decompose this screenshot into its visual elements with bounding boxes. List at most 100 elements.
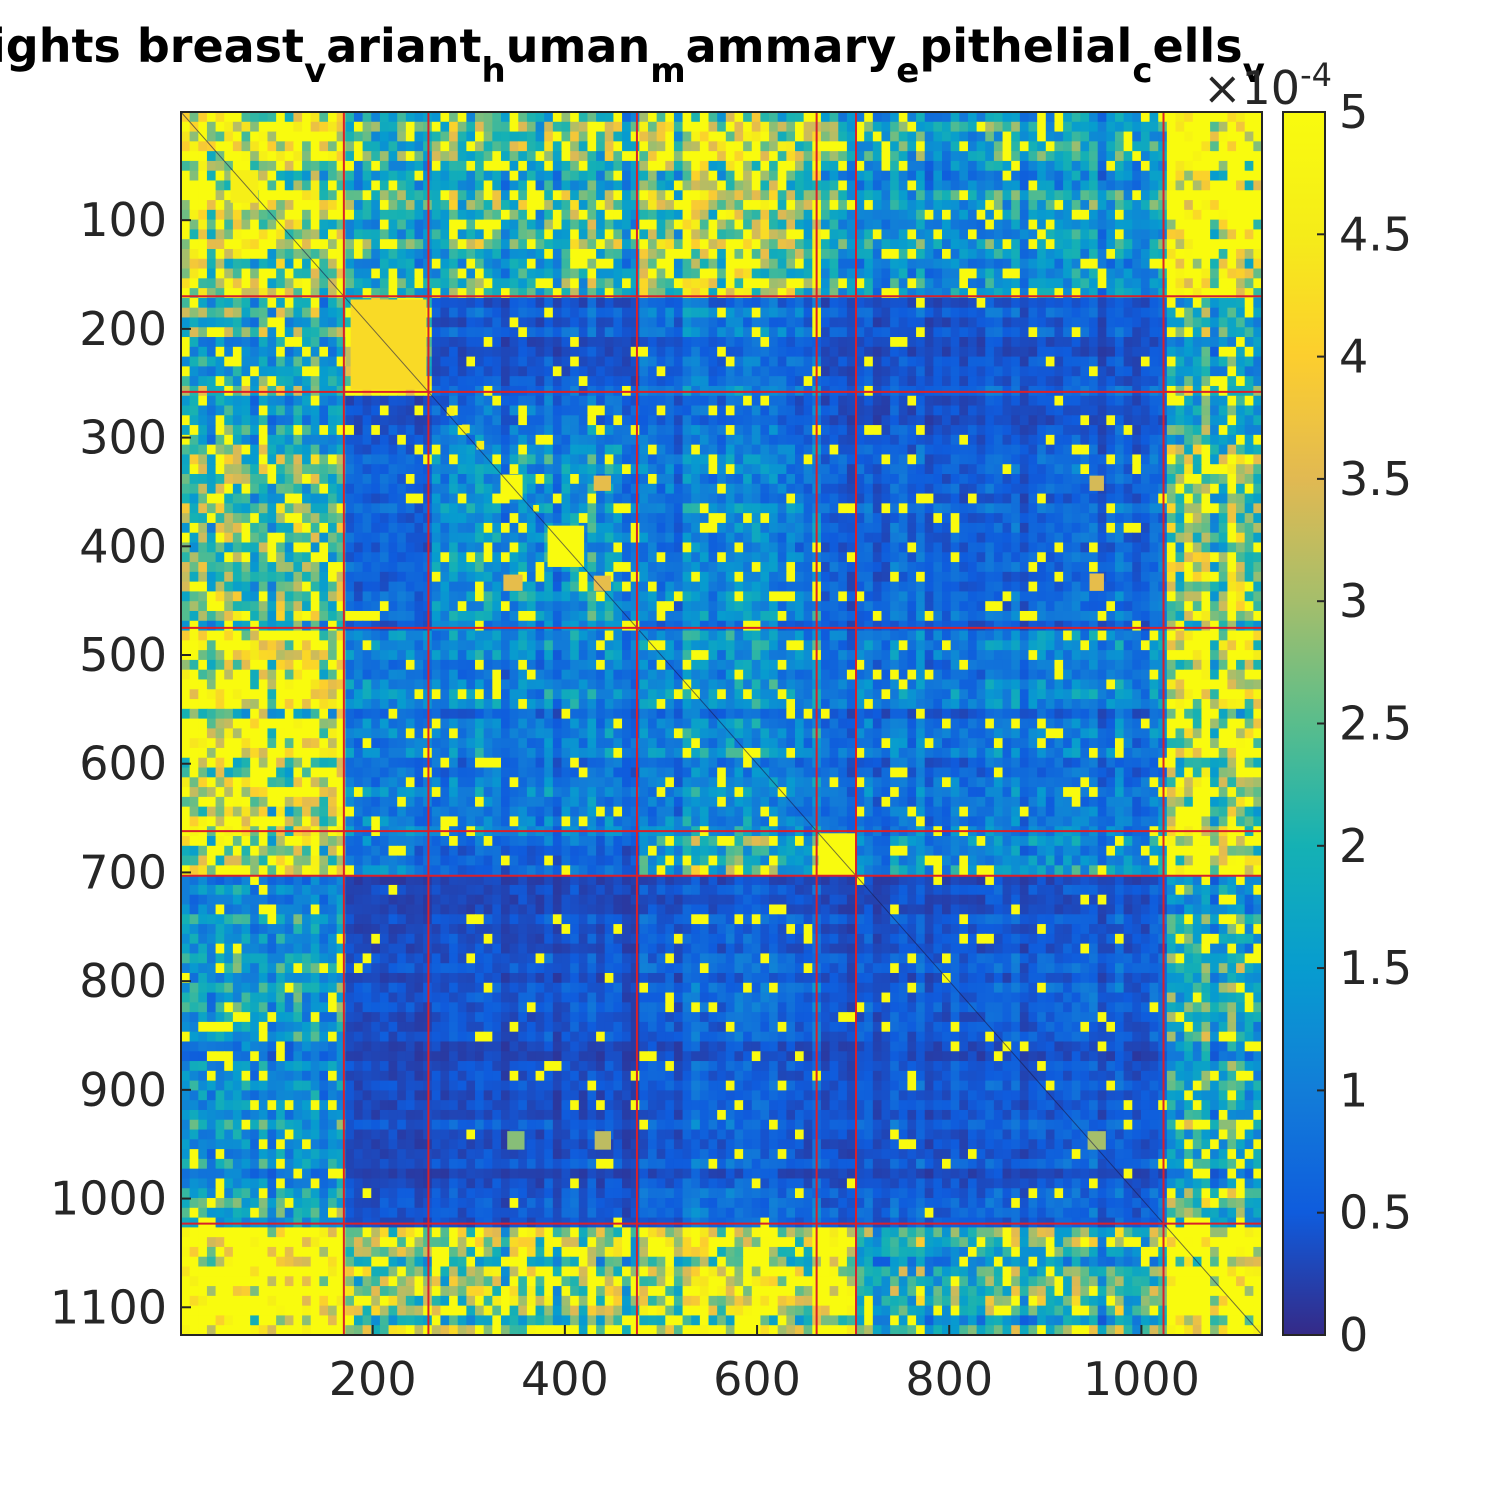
heatmap-cell	[302, 444, 312, 456]
heatmap-cell	[1236, 258, 1246, 270]
heatmap-cell	[1123, 219, 1133, 230]
heatmap-cell	[1184, 160, 1194, 172]
heatmap-cell	[328, 405, 338, 416]
heatmap-cell	[284, 454, 295, 465]
heatmap-cell	[526, 190, 537, 201]
heatmap-cell	[1192, 395, 1203, 407]
heatmap-cell	[777, 346, 787, 358]
heatmap-cell	[561, 415, 571, 426]
heatmap-cell	[734, 493, 744, 504]
heatmap-cell	[725, 268, 736, 279]
heatmap-cell	[1218, 346, 1229, 358]
heatmap-cell	[993, 141, 1004, 152]
heatmap-cell	[1210, 474, 1220, 485]
heatmap-cell	[181, 200, 191, 211]
heatmap-cell	[1097, 170, 1107, 182]
heatmap-cell	[665, 425, 675, 436]
heatmap-cell	[284, 141, 295, 152]
heatmap-cell	[250, 356, 260, 367]
heatmap-cell	[1175, 464, 1185, 475]
heatmap-cell	[1175, 258, 1185, 270]
heatmap-cell	[181, 278, 191, 289]
heatmap-cell	[838, 160, 848, 172]
heatmap-cell	[457, 395, 467, 407]
heatmap-cell	[959, 346, 969, 358]
heatmap-cell	[1218, 200, 1229, 211]
heatmap-cell	[483, 356, 493, 367]
heatmap-cell	[535, 434, 545, 446]
heatmap-cell	[1227, 444, 1237, 456]
heatmap-cell	[276, 141, 286, 152]
heatmap-cell	[604, 434, 614, 446]
heatmap-cell	[708, 395, 718, 407]
heatmap-cell	[466, 121, 476, 133]
heatmap-cell	[431, 209, 442, 221]
heatmap-cell	[414, 405, 424, 416]
heatmap-cell	[1210, 415, 1220, 426]
heatmap-cell	[1140, 209, 1151, 221]
heatmap-cell	[319, 200, 329, 211]
heatmap-cell	[1236, 209, 1246, 221]
heatmap-cell	[803, 337, 813, 348]
heatmap-cell	[561, 483, 571, 495]
heatmap-cell	[371, 160, 381, 172]
heatmap-cell	[1201, 141, 1211, 152]
heatmap-cell	[293, 268, 303, 279]
heatmap-cell	[224, 288, 234, 299]
heatmap-cell	[570, 141, 580, 152]
heatmap-cell	[890, 209, 900, 221]
heatmap-cell	[1019, 405, 1030, 416]
heatmap-cell	[552, 376, 563, 387]
heatmap-cell	[855, 395, 865, 407]
heatmap-cell	[777, 454, 787, 465]
heatmap-cell	[293, 425, 303, 436]
heatmap-cell	[864, 239, 874, 250]
heatmap-cell	[1201, 415, 1211, 426]
heatmap-cell	[328, 190, 338, 201]
heatmap-cell	[1045, 483, 1056, 495]
heatmap-cell	[526, 493, 537, 504]
heatmap-cell	[967, 180, 978, 191]
heatmap-cell	[457, 376, 467, 387]
heatmap-cell	[881, 131, 891, 142]
heatmap-cell	[846, 493, 857, 504]
heatmap-cell	[1019, 239, 1030, 250]
heatmap-cell	[1132, 239, 1142, 250]
heatmap-cell	[950, 112, 960, 123]
heatmap-cell	[890, 425, 900, 436]
heatmap-cell	[500, 454, 511, 465]
heatmap-cell	[1089, 493, 1099, 504]
heatmap-cell	[881, 170, 891, 182]
heatmap-cell	[1236, 151, 1246, 162]
heatmap-cell	[1054, 151, 1064, 162]
heatmap-cell	[803, 219, 813, 230]
heatmap-cell	[604, 180, 614, 191]
heatmap-cell	[587, 131, 597, 142]
heatmap-cell	[725, 248, 736, 260]
heatmap-cell	[769, 346, 779, 358]
heatmap-cell	[1132, 180, 1142, 191]
heatmap-cell	[665, 209, 675, 221]
heatmap-cell	[1089, 307, 1099, 319]
heatmap-cell	[353, 219, 364, 230]
heatmap-cell	[535, 239, 545, 250]
heatmap-cell	[302, 356, 312, 367]
heatmap-cell	[475, 248, 485, 260]
heatmap-cell	[898, 170, 909, 182]
heatmap-cell	[1166, 395, 1177, 407]
heatmap-cell	[656, 356, 666, 367]
heatmap-cell	[786, 415, 796, 426]
heatmap-cell	[673, 268, 684, 279]
heatmap-cell	[1253, 239, 1263, 250]
heatmap-cell	[405, 278, 416, 289]
heatmap-cell	[846, 200, 857, 211]
heatmap-cell	[881, 121, 891, 133]
heatmap-cell	[682, 395, 692, 407]
heatmap-cell	[1106, 112, 1116, 123]
heatmap-cell	[1071, 327, 1081, 338]
heatmap-cell	[890, 288, 900, 299]
heatmap-cell	[846, 141, 857, 152]
heatmap-cell	[1097, 239, 1107, 250]
heatmap-cell	[1253, 366, 1263, 377]
heatmap-cell	[1106, 121, 1116, 133]
